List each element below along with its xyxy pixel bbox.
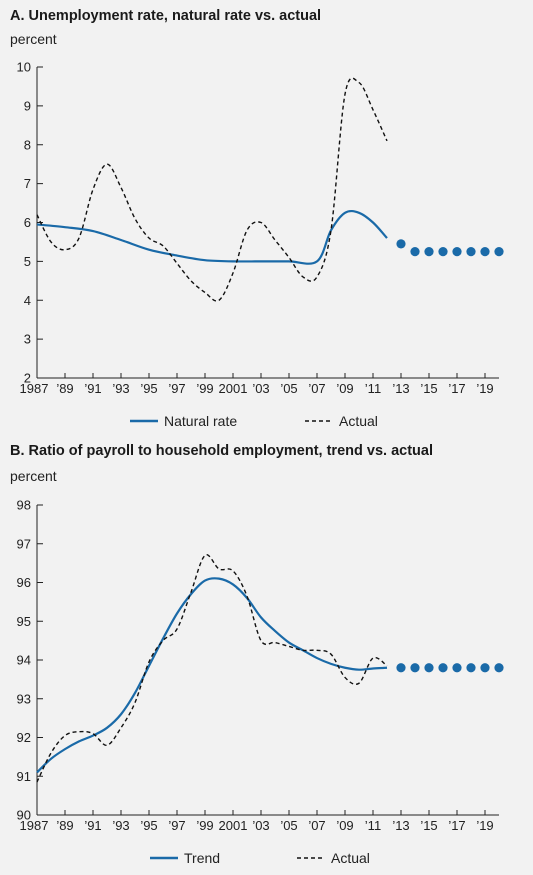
chart-b-x-tick-label: 2001	[219, 818, 248, 833]
chart-a-y-tick-label: 10	[17, 60, 31, 75]
chart-a-x-tick-label: ’15	[420, 381, 437, 396]
chart-b-ylabel: percent	[10, 468, 57, 484]
chart-b-projection-point	[494, 663, 504, 673]
chart-a-y-tick-label: 5	[24, 254, 31, 269]
chart-b-legend-label: Trend	[184, 850, 220, 866]
chart-b-x-tick-label: ’05	[280, 818, 297, 833]
chart-a-x-tick-label: ’91	[84, 381, 101, 396]
chart-b-plot: 90 91 92 93 94 95 96 97 98 1987 ’89 ’91 ’93 ’95 ’97 ’99…	[17, 498, 504, 866]
chart-b-y-tick-label: 94	[17, 653, 31, 668]
chart-b-y-tick-label: 98	[17, 498, 31, 513]
chart-a-x-tick-label: ’99	[196, 381, 213, 396]
chart-b-x-tick-label: ’93	[112, 818, 129, 833]
chart-b-y-tick-label: 90	[17, 808, 31, 823]
chart-a-x-tick-label: ’95	[140, 381, 157, 396]
chart-b-y-tick-label: 97	[17, 536, 31, 551]
chart-a-x-tick-label: ’05	[280, 381, 297, 396]
chart-a-x-tick-label: ’93	[112, 381, 129, 396]
chart-b-projection-point	[452, 663, 462, 673]
chart-a-x-tick-label: 1987	[20, 381, 49, 396]
chart-b-x-tick-label: ’09	[336, 818, 353, 833]
chart-a-title: A. Unemployment rate, natural rate vs. a…	[10, 8, 322, 24]
chart-a-x-tick-label: ’13	[392, 381, 409, 396]
chart-a-x-tick-label: ’07	[308, 381, 325, 396]
chart-a-line-natural-rate	[36, 209, 388, 265]
chart-b-legend-label: Actual	[331, 850, 370, 866]
chart-a-y-tick-label: 3	[24, 332, 31, 347]
chart-a-projection-point	[438, 247, 448, 257]
chart-b-x-tick-label: ’95	[140, 818, 157, 833]
chart-b-projection-point	[480, 663, 490, 673]
chart-a-x-tick-label: ’19	[476, 381, 493, 396]
chart-a-projection-point	[452, 247, 462, 257]
chart-b-x-tick-label: ’13	[392, 818, 409, 833]
chart-a-projection-point	[494, 247, 504, 257]
chart-a-y-tick-label: 4	[24, 293, 31, 308]
chart-a-x-tick-label: ’89	[56, 381, 73, 396]
chart-a-y-tick-label: 8	[24, 137, 31, 152]
chart-b-y-tick-label: 96	[17, 575, 31, 590]
chart-b-line-actual	[36, 554, 388, 783]
chart-a-x-tick-label: ’97	[168, 381, 185, 396]
chart-b-x-tick-label: ’07	[308, 818, 325, 833]
chart-a-projection-point	[410, 247, 420, 257]
chart-a-legend-label: Actual	[339, 413, 378, 429]
chart-b-y-tick-label: 95	[17, 614, 31, 629]
chart-b-projection-point	[438, 663, 448, 673]
chart-b-y-tick-label: 91	[17, 769, 31, 784]
chart-b-x-tick-label: ’89	[56, 818, 73, 833]
chart-a-y-tick-label: 2	[24, 371, 31, 386]
chart-a-projection-point	[424, 247, 434, 257]
chart-b-projection-point	[410, 663, 420, 673]
chart-a-y-tick-label: 7	[24, 176, 31, 191]
chart-a-y-tick-label: 9	[24, 98, 31, 113]
chart-b-line-trend	[36, 577, 388, 774]
panel-a-unemployment: A. Unemployment rate, natural rate vs. a…	[10, 8, 504, 429]
chart-a-x-tick-label: ’17	[448, 381, 465, 396]
chart-b-x-tick-label: ’91	[84, 818, 101, 833]
chart-a-x-tick-label: 2001	[219, 381, 248, 396]
chart-b-x-tick-label: ’17	[448, 818, 465, 833]
chart-b-x-tick-label: ’11	[365, 818, 381, 833]
chart-b-projection-point	[424, 663, 434, 673]
chart-b-x-tick-label: ’15	[420, 818, 437, 833]
chart-b-x-tick-label: ’19	[476, 818, 493, 833]
chart-a-x-tick-label: ’09	[336, 381, 353, 396]
chart-a-plot: 2 3 4 5 6 7 8 9 10 1987 ’89 ’91 ’93 ’95 ’97 ’99 2001 ’03 ’…	[17, 60, 504, 429]
chart-b-x-tick-label: ’99	[196, 818, 213, 833]
chart-a-projection-point	[480, 247, 490, 257]
chart-b-x-tick-label: ’03	[252, 818, 269, 833]
chart-a-x-tick-label: ’03	[252, 381, 269, 396]
chart-a-ylabel: percent	[10, 31, 57, 47]
panel-b-payroll-ratio: B. Ratio of payroll to household employm…	[0, 438, 533, 875]
chart-b-y-tick-label: 92	[17, 730, 31, 745]
chart-a-projection-point	[466, 247, 476, 257]
chart-b-projection-point	[466, 663, 476, 673]
chart-b-x-tick-label: 1987	[20, 818, 49, 833]
chart-b-y-tick-label: 93	[17, 691, 31, 706]
chart-b-title: B. Ratio of payroll to household employm…	[10, 443, 433, 459]
chart-a-x-tick-label: ’11	[365, 381, 381, 396]
chart-a-projection-point	[396, 239, 406, 249]
chart-a-y-tick-label: 6	[24, 215, 31, 230]
chart-b-x-tick-label: ’97	[168, 818, 185, 833]
chart-b-projection-point	[396, 663, 406, 673]
chart-a-line-actual	[36, 77, 388, 302]
chart-a-legend-label: Natural rate	[164, 413, 237, 429]
